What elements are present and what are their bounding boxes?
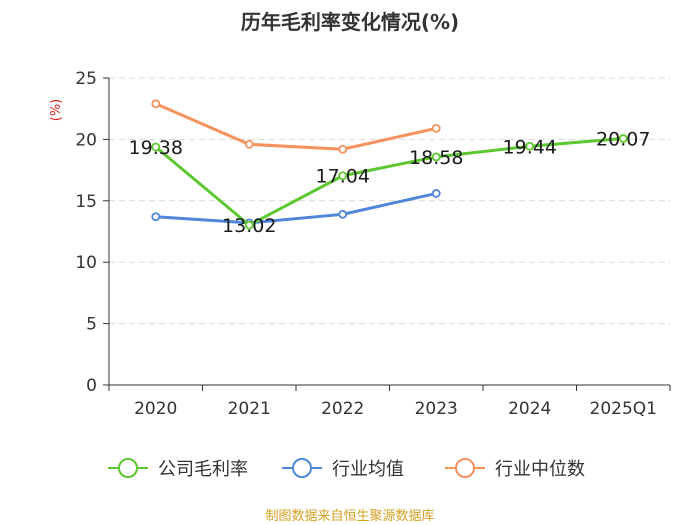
legend-item[interactable]: 公司毛利率 bbox=[108, 458, 248, 480]
series-2-point bbox=[431, 123, 441, 133]
data-label: 19.44 bbox=[503, 136, 557, 158]
x-tick-label: 2022 bbox=[321, 399, 364, 419]
legend-circle-icon bbox=[118, 458, 138, 478]
legend-item[interactable]: 行业中位数 bbox=[445, 458, 585, 480]
grid bbox=[109, 77, 670, 325]
series-0-point bbox=[618, 134, 628, 143]
series-0-line bbox=[154, 137, 624, 227]
series-1-point bbox=[431, 189, 441, 198]
y-tick-label: 25 bbox=[75, 69, 97, 89]
legend[interactable]: 公司毛利率 行业均值 行业中位数 bbox=[108, 458, 585, 480]
x-tick-label: 2023 bbox=[415, 399, 458, 419]
legend-label: 行业均值 bbox=[332, 459, 404, 480]
series-1-line bbox=[155, 191, 437, 225]
chart-title: 历年毛利率变化情况(%) bbox=[241, 10, 459, 34]
x-tick-label: 2020 bbox=[134, 399, 177, 419]
data-label: 17.04 bbox=[316, 166, 370, 188]
y-tick-label: 15 bbox=[75, 192, 97, 212]
series-group bbox=[151, 99, 628, 230]
y-axis-unit: (%) bbox=[49, 99, 64, 122]
y-tick-label: 0 bbox=[86, 376, 97, 396]
axes: 0 5 10 15 20 25 2020 2021 2022 2023 2024 2025Q1 bbox=[75, 69, 671, 419]
x-tick-label: 2021 bbox=[228, 399, 271, 419]
data-label: 20.07 bbox=[596, 129, 650, 151]
series-0-point bbox=[431, 152, 441, 162]
data-label: 18.58 bbox=[409, 147, 463, 169]
series-1-point bbox=[338, 209, 348, 219]
x-tick-label: 2025Q1 bbox=[590, 399, 657, 419]
series-1-point bbox=[151, 212, 161, 222]
series-2-line bbox=[155, 102, 437, 151]
legend-label: 行业中位数 bbox=[495, 459, 585, 480]
data-label: 19.38 bbox=[129, 137, 183, 159]
source-note: 制图数据来自恒生聚源数据库 bbox=[265, 508, 434, 524]
legend-item[interactable]: 行业均值 bbox=[282, 458, 404, 480]
legend-circle-icon bbox=[292, 458, 312, 478]
y-tick-label: 20 bbox=[75, 130, 97, 150]
series-0-point bbox=[338, 171, 348, 181]
series-0-point bbox=[151, 142, 161, 152]
x-tick-label: 2024 bbox=[508, 399, 551, 419]
series-2-point bbox=[244, 139, 254, 149]
y-tick-label: 5 bbox=[86, 315, 97, 335]
series-2-point bbox=[151, 99, 161, 109]
y-tick-label: 10 bbox=[75, 253, 97, 273]
legend-circle-icon bbox=[455, 458, 475, 478]
data-label: 13.02 bbox=[222, 215, 276, 237]
series-2-point bbox=[338, 144, 348, 154]
series-0-point bbox=[525, 141, 535, 151]
series-0-point bbox=[244, 220, 254, 230]
data-labels: 19.38 13.02 17.04 18.58 19.44 20.07 bbox=[129, 129, 651, 238]
legend-label: 公司毛利率 bbox=[158, 459, 248, 480]
